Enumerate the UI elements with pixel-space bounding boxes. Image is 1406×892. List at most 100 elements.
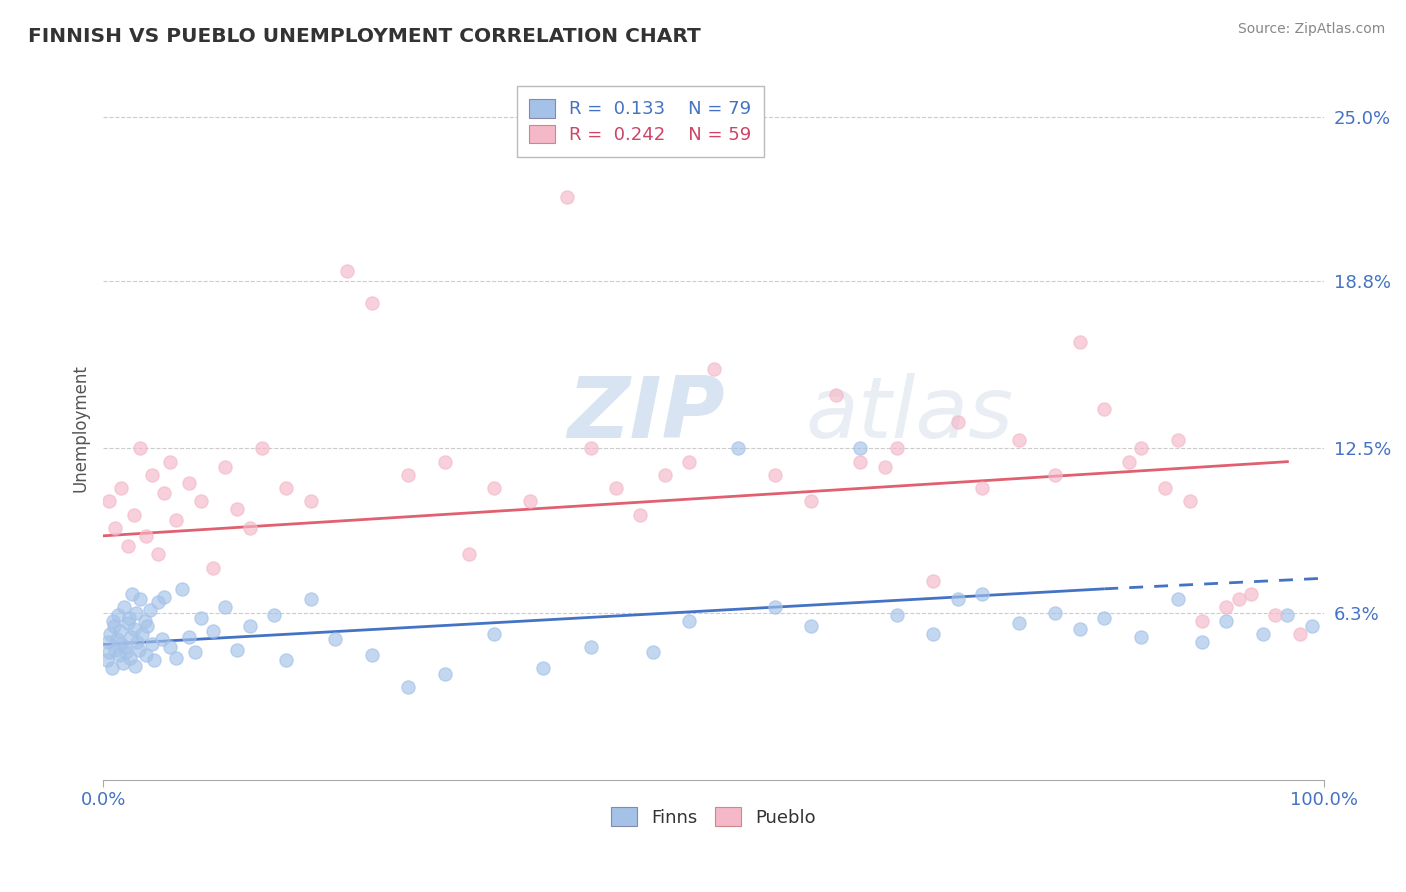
Point <box>134 614 156 628</box>
Point <box>159 455 181 469</box>
Point <box>128 442 150 456</box>
Point <box>122 508 145 522</box>
Point <box>117 616 139 631</box>
Point <box>131 627 153 641</box>
Point <box>118 650 141 665</box>
Point <box>124 658 146 673</box>
Point <box>1191 635 1213 649</box>
Point <box>1045 467 1067 482</box>
Point <box>1008 434 1031 448</box>
Point <box>605 481 627 495</box>
Point <box>104 521 127 535</box>
Point <box>111 656 134 670</box>
Point <box>849 442 872 456</box>
Point <box>800 494 823 508</box>
Point <box>115 645 138 659</box>
Point <box>100 661 122 675</box>
Point <box>117 540 139 554</box>
Point <box>1264 608 1286 623</box>
Point <box>110 481 132 495</box>
Text: FINNISH VS PUEBLO UNEMPLOYMENT CORRELATION CHART: FINNISH VS PUEBLO UNEMPLOYMENT CORRELATI… <box>28 27 700 45</box>
Point <box>654 467 676 482</box>
Point <box>263 608 285 623</box>
Point <box>239 521 262 535</box>
Point <box>458 548 481 562</box>
Point <box>800 619 823 633</box>
Point <box>972 481 994 495</box>
Point <box>108 648 131 662</box>
Point <box>922 627 945 641</box>
Point <box>120 630 142 644</box>
Point <box>946 415 969 429</box>
Point <box>360 295 382 310</box>
Point <box>114 640 136 654</box>
Point <box>150 632 173 647</box>
Point <box>519 494 541 508</box>
Point <box>159 640 181 654</box>
Point <box>183 645 205 659</box>
Point <box>873 459 896 474</box>
Point <box>141 638 163 652</box>
Point <box>128 642 150 657</box>
Text: atlas: atlas <box>806 373 1014 456</box>
Point <box>1301 619 1323 633</box>
Point <box>239 619 262 633</box>
Point <box>118 611 141 625</box>
Point <box>727 442 749 456</box>
Point <box>153 590 176 604</box>
Point <box>97 635 120 649</box>
Point <box>136 619 159 633</box>
Point <box>1129 442 1152 456</box>
Point <box>276 653 298 667</box>
Point <box>1251 627 1274 641</box>
Point <box>1118 455 1140 469</box>
Point <box>323 632 346 647</box>
Point <box>849 455 872 469</box>
Point <box>190 494 212 508</box>
Point <box>121 587 143 601</box>
Point <box>1215 600 1237 615</box>
Y-axis label: Unemployment: Unemployment <box>72 365 89 492</box>
Text: Source: ZipAtlas.com: Source: ZipAtlas.com <box>1237 22 1385 37</box>
Point <box>177 630 200 644</box>
Point <box>141 467 163 482</box>
Point <box>1129 630 1152 644</box>
Legend: Finns, Pueblo: Finns, Pueblo <box>605 800 823 834</box>
Point <box>146 595 169 609</box>
Point <box>177 475 200 490</box>
Point <box>1069 335 1091 350</box>
Point <box>128 592 150 607</box>
Point <box>202 624 225 639</box>
Point <box>1092 611 1115 625</box>
Point <box>103 619 125 633</box>
Point <box>153 486 176 500</box>
Point <box>143 653 166 667</box>
Point <box>135 529 157 543</box>
Point <box>172 582 194 596</box>
Point <box>628 508 651 522</box>
Point <box>138 603 160 617</box>
Point <box>360 648 382 662</box>
Point <box>104 642 127 657</box>
Point <box>112 600 135 615</box>
Point <box>110 624 132 639</box>
Point <box>763 467 786 482</box>
Point <box>824 388 846 402</box>
Point <box>581 640 603 654</box>
Point <box>555 189 578 203</box>
Point <box>101 614 124 628</box>
Point <box>276 481 298 495</box>
Point <box>165 513 187 527</box>
Point <box>1178 494 1201 508</box>
Point <box>482 627 505 641</box>
Point <box>763 600 786 615</box>
Point <box>299 494 322 508</box>
Point <box>1191 614 1213 628</box>
Point <box>226 642 249 657</box>
Point <box>96 653 118 667</box>
Point <box>1166 434 1188 448</box>
Text: ZIP: ZIP <box>567 373 724 456</box>
Point <box>1008 616 1031 631</box>
Point <box>396 467 419 482</box>
Point <box>110 638 132 652</box>
